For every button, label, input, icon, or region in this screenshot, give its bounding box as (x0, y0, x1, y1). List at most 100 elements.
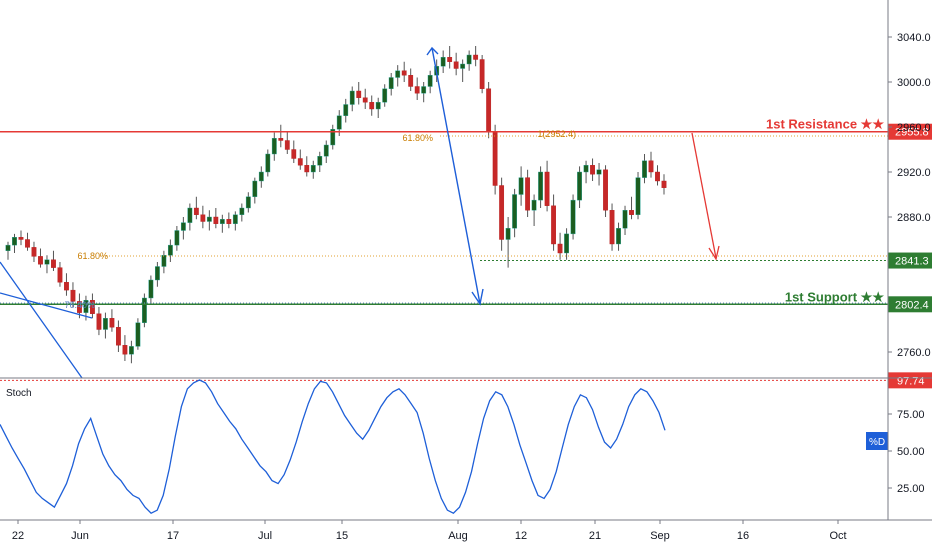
candle-body (304, 165, 310, 173)
candle-body (18, 237, 24, 240)
time-tick-label: 16 (737, 530, 749, 542)
candle-body (167, 244, 173, 256)
candle-body (622, 210, 628, 229)
candle-body (447, 57, 453, 62)
candle-body (252, 180, 258, 197)
candle-body (129, 346, 134, 355)
candle-body (317, 156, 323, 166)
candle-body (551, 205, 556, 245)
price-tick-label: 2920.0 (897, 167, 931, 179)
candle-body (518, 177, 524, 195)
candle-body (90, 300, 95, 314)
candle-body (83, 300, 89, 313)
trend-line-left-2 (0, 292, 93, 319)
candle-body (661, 180, 667, 188)
candle-body (51, 259, 56, 268)
support-price-tag: 2802.4 (895, 299, 929, 311)
stoch-d-tag: %D (869, 437, 885, 448)
candle-body (122, 345, 128, 355)
candle-body (525, 177, 531, 211)
candle-body (103, 318, 108, 330)
candle-body (297, 158, 303, 166)
candle-body (583, 165, 589, 173)
candle-body (336, 115, 342, 130)
candle-body (492, 131, 498, 186)
candle-body (258, 171, 264, 182)
trend-line-left (0, 261, 83, 379)
support-price-tag-bg (888, 296, 932, 313)
stoch-tick-label: 25.00 (897, 483, 925, 495)
time-tick-label: Oct (829, 530, 846, 542)
price-tick-label: 2880.0 (897, 212, 931, 224)
projection-arrow-line (691, 132, 717, 259)
candle-body (57, 267, 63, 283)
candle-body (499, 185, 505, 240)
fib-arrow-line (431, 47, 481, 305)
candle-body (278, 138, 284, 141)
candle-body (330, 129, 336, 146)
candle-body (213, 216, 219, 224)
candle-body (70, 289, 76, 302)
candle-body (590, 165, 595, 175)
candle-body (401, 70, 407, 76)
resistance-price-tag-bg (888, 123, 932, 140)
candle-body (479, 59, 485, 89)
candle-body (245, 196, 251, 209)
candle-body (655, 171, 660, 182)
stoch-d-tag-bg (866, 432, 888, 450)
candle-body (271, 138, 277, 155)
candle-body (5, 244, 11, 251)
candle-body (408, 75, 414, 87)
projection-arrow-head (708, 245, 720, 261)
candle-body (200, 214, 206, 222)
candle-body (557, 243, 563, 254)
time-tick-label: 17 (167, 530, 179, 542)
candle-body (505, 228, 511, 240)
candle-body (291, 149, 297, 159)
candle-body (642, 160, 647, 178)
time-tick-label: Aug (448, 530, 468, 542)
candle-body (440, 57, 446, 67)
price-tick-label: 3040.0 (897, 32, 931, 44)
candle-body (25, 239, 30, 248)
candle-body (12, 237, 17, 246)
candle-body (382, 88, 388, 103)
candle-body (635, 177, 641, 215)
candle-body (226, 219, 232, 224)
candle-body (38, 256, 43, 265)
stoch-overbought-tag-bg (888, 372, 932, 389)
candle-body (343, 104, 349, 116)
fib-arrow-tail (426, 46, 439, 56)
time-tick-label: Jun (71, 530, 89, 542)
candle-body (187, 207, 193, 223)
candle-body (616, 228, 621, 245)
price-tick-label: 3000.0 (897, 77, 931, 89)
stoch-tick-label: 75.00 (897, 409, 925, 421)
price-tick-label: 2760.0 (897, 347, 931, 359)
time-tick-label: Sep (650, 530, 670, 542)
price-tick-label: 2960.0 (897, 122, 931, 134)
candle-body (193, 207, 199, 215)
candle-body (77, 301, 82, 313)
candle-body (427, 75, 433, 87)
candle-body (356, 90, 362, 98)
candle-body (362, 97, 368, 103)
candle-body (232, 214, 238, 224)
candle-body (96, 313, 102, 330)
candle-body (174, 230, 180, 246)
resistance-label: 1st Resistance ★★ (766, 117, 884, 132)
candle-body (395, 70, 401, 78)
candle-body (531, 199, 537, 211)
candle-body (603, 169, 608, 211)
time-tick-label: Jul (258, 530, 272, 542)
pivot-price-tag: 2841.3 (895, 256, 929, 268)
stoch-overbought-tag: 97.74 (897, 375, 925, 387)
fib-label: 61.80% (77, 251, 108, 261)
candle-body (596, 169, 602, 175)
candle-body (512, 194, 518, 229)
candle-body (141, 297, 147, 323)
candle-body (453, 61, 459, 69)
